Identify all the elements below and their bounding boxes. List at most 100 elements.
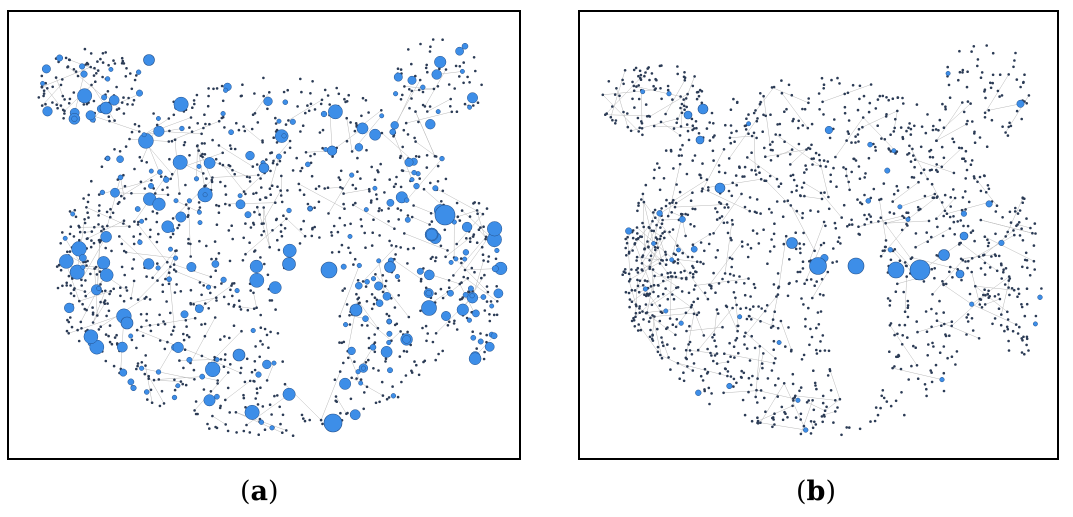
small-node: [187, 237, 190, 241]
hub-node: [135, 69, 142, 75]
small-node: [327, 212, 330, 215]
small-node: [182, 338, 186, 342]
small-node: [406, 133, 410, 136]
small-node: [656, 327, 659, 331]
small-node: [733, 356, 736, 359]
small-node: [260, 186, 263, 189]
small-node: [755, 119, 759, 123]
small-node: [66, 318, 69, 322]
small-node: [721, 325, 724, 329]
small-node: [481, 253, 485, 256]
small-node: [609, 115, 613, 119]
small-node: [637, 130, 640, 133]
small-node: [762, 228, 765, 231]
small-node: [978, 136, 982, 139]
small-node: [902, 216, 906, 219]
hub-node: [286, 207, 292, 214]
hub-node: [375, 299, 384, 307]
small-node: [425, 154, 429, 157]
small-node: [441, 189, 445, 193]
small-node: [208, 122, 211, 126]
small-node: [357, 296, 361, 300]
small-node: [923, 194, 927, 198]
small-node: [1028, 274, 1032, 277]
small-node: [122, 222, 125, 225]
small-node: [712, 159, 715, 162]
small-node: [901, 135, 904, 139]
hub-node: [448, 259, 454, 265]
small-node: [248, 176, 251, 179]
small-node: [829, 173, 832, 177]
small-node: [157, 378, 161, 381]
hub-node: [220, 111, 226, 117]
small-node: [255, 391, 259, 395]
small-node: [691, 84, 695, 88]
small-node: [621, 273, 624, 277]
small-node: [714, 256, 718, 259]
small-node: [863, 213, 866, 217]
small-node: [979, 267, 983, 270]
small-node: [100, 229, 103, 233]
small-node: [743, 335, 746, 338]
small-node: [115, 85, 118, 89]
small-node: [771, 140, 774, 144]
small-node: [906, 224, 909, 227]
small-node: [244, 252, 247, 256]
small-node: [171, 329, 175, 333]
small-node: [1003, 283, 1007, 286]
small-node: [965, 168, 969, 172]
small-node: [1010, 287, 1014, 290]
small-node: [965, 85, 969, 89]
small-node: [262, 94, 265, 98]
small-node: [798, 389, 801, 393]
small-node: [214, 157, 218, 161]
small-node: [340, 243, 344, 247]
small-node: [78, 238, 81, 242]
small-node: [857, 225, 860, 228]
small-node: [193, 409, 196, 412]
small-node: [215, 299, 218, 302]
small-node: [244, 222, 247, 225]
hub-node: [389, 128, 396, 136]
small-node: [219, 404, 222, 408]
small-node: [239, 366, 243, 370]
small-node: [660, 222, 664, 225]
small-node: [86, 211, 89, 214]
hub-node: [776, 340, 782, 345]
small-node: [879, 254, 883, 258]
small-node: [743, 282, 746, 285]
small-node: [252, 379, 255, 383]
small-node: [331, 155, 334, 158]
small-node: [67, 274, 71, 278]
small-node: [712, 122, 715, 125]
small-node: [976, 64, 979, 68]
small-node: [737, 351, 740, 355]
small-node: [226, 429, 230, 433]
small-node: [902, 290, 905, 294]
small-node: [137, 124, 141, 128]
small-node: [690, 353, 694, 356]
hub-node: [141, 132, 147, 138]
small-node: [220, 116, 224, 120]
small-node: [173, 378, 176, 382]
small-node: [796, 270, 800, 274]
small-node: [775, 200, 779, 203]
small-node: [664, 263, 668, 266]
small-node: [127, 96, 130, 100]
small-node: [630, 319, 634, 323]
small-node: [719, 202, 723, 205]
small-node: [309, 102, 313, 106]
small-node: [472, 56, 476, 59]
small-node: [253, 210, 256, 214]
small-node: [822, 83, 826, 86]
small-node: [86, 200, 90, 204]
small-node: [749, 295, 752, 298]
small-node: [421, 90, 425, 94]
small-node: [447, 279, 451, 282]
small-node: [245, 357, 249, 361]
small-node: [1020, 303, 1023, 306]
small-node: [228, 411, 231, 414]
small-node: [683, 76, 687, 79]
small-node: [745, 117, 748, 120]
small-node: [245, 423, 248, 427]
